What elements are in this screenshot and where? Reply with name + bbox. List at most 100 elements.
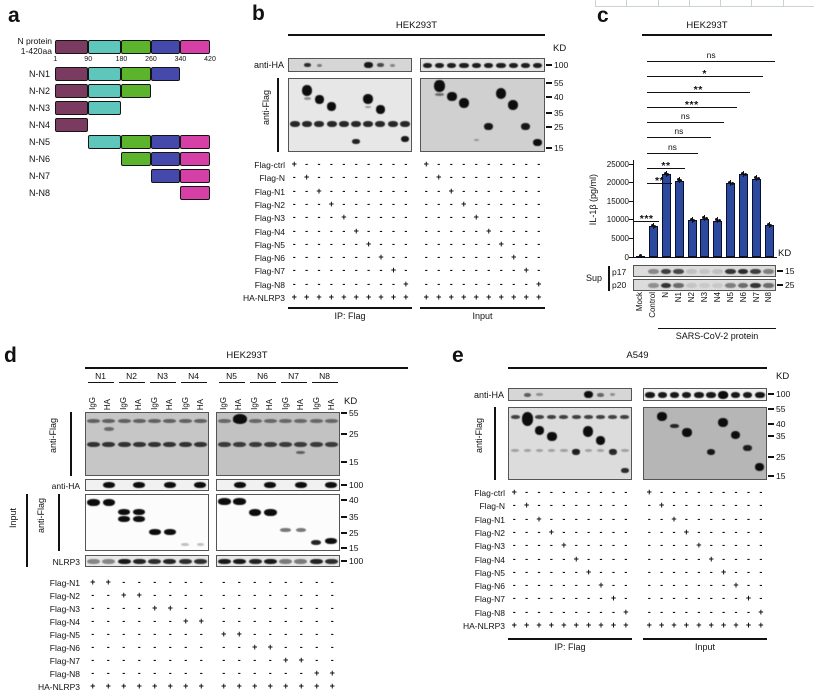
blot-band (694, 391, 704, 398)
sign-minus: - (525, 513, 529, 524)
blot-band (583, 425, 594, 437)
blot-d-nlrp3-right (216, 555, 340, 567)
sign-plus: + (658, 620, 665, 630)
x-tick-label: N3 (699, 292, 709, 303)
blot-band (699, 282, 710, 288)
construct-label: N-N7 (28, 171, 50, 181)
blot-band (459, 97, 469, 108)
sig-label: *** (639, 213, 654, 225)
sign-minus: - (284, 629, 288, 639)
blot-band (533, 62, 543, 68)
x-tick-label: N6 (738, 292, 748, 303)
blot-band (324, 441, 338, 447)
sign-minus: - (746, 566, 750, 577)
sign-minus: - (168, 668, 172, 678)
sign-minus: - (404, 238, 408, 249)
matrix-signs: - - - - - - - - + - (288, 265, 412, 277)
construct-label: N-N3 (28, 103, 50, 113)
ip-anti-flag-label-d: anti-Flag (48, 418, 58, 454)
kd-label: 35 (776, 431, 786, 441)
y-tick-label: 25000 (606, 159, 629, 169)
matrix-signs: - + - - - - - - - - (420, 172, 545, 184)
blot-b-input-anti-flag (420, 78, 545, 152)
sign-plus: + (298, 655, 304, 665)
blot-band (248, 441, 262, 447)
sign-minus: - (587, 513, 591, 524)
matrix-signs: - - + - - - - - - - (508, 514, 632, 526)
sign-minus: - (524, 212, 528, 223)
matrix-row-label: Flag-N7 (49, 656, 80, 666)
sign-minus: - (537, 225, 541, 236)
blot-band (295, 527, 307, 532)
sign-minus: - (437, 185, 441, 196)
matrix-row-label: Flag-N8 (254, 279, 285, 290)
blot-band (102, 482, 115, 488)
sign-minus: - (184, 590, 188, 600)
sign-minus: - (734, 566, 738, 577)
sign-minus: - (562, 553, 566, 564)
sign-minus: - (709, 540, 713, 551)
sign-minus: - (253, 629, 257, 639)
domain-segment (121, 84, 151, 98)
sign-plus: + (136, 590, 142, 600)
sign-minus: - (305, 252, 309, 263)
construct-label: N-N4 (28, 120, 50, 130)
matrix-row-label: Flag-N7 (254, 266, 285, 277)
sign-minus: - (329, 185, 333, 196)
matrix-signs: + - - - - - - - - - (508, 487, 632, 499)
lane-label-ha: HA (103, 398, 113, 410)
sign-minus: - (512, 185, 516, 196)
sign-plus: + (167, 603, 173, 613)
blot-band (181, 543, 189, 546)
sign-plus: + (473, 292, 479, 302)
sign-plus: + (252, 681, 258, 691)
sign-plus: + (341, 212, 347, 223)
sign-plus: + (486, 225, 492, 236)
sign-plus: + (548, 620, 555, 630)
blot-band (621, 449, 629, 453)
sign-minus: - (734, 513, 738, 524)
matrix-signs: - - + - - - - - - - (420, 186, 545, 198)
panel-b-label: b (252, 2, 265, 25)
sign-minus: - (315, 590, 319, 600)
sign-minus: - (379, 225, 383, 236)
input-underline-b (420, 307, 545, 309)
sign-minus: - (524, 185, 528, 196)
sign-minus: - (329, 238, 333, 249)
blot-band (647, 268, 659, 274)
matrix-signs: - - + - - - - - - - (288, 186, 412, 198)
sign-minus: - (222, 590, 226, 600)
sign-plus: + (390, 265, 397, 276)
blot-band (364, 62, 373, 68)
y-tick (629, 219, 633, 221)
sign-minus: - (599, 540, 603, 551)
group-header-underline (118, 382, 145, 384)
sign-minus: - (437, 238, 441, 249)
sign-minus: - (684, 553, 688, 564)
sign-minus: - (499, 265, 503, 276)
sign-minus: - (253, 655, 257, 665)
matrix-signs: - - + + - - - - (85, 590, 209, 602)
anti-ha-label-d: anti-HA (51, 481, 80, 491)
sign-minus: - (474, 172, 478, 183)
sign-minus: - (697, 513, 701, 524)
sign-minus: - (317, 252, 321, 263)
blot-band (559, 415, 569, 420)
blot-band (102, 419, 116, 424)
sign-minus: - (91, 616, 95, 626)
sign-plus: + (523, 620, 530, 630)
panel-d-title-line (85, 367, 408, 369)
sign-minus: - (697, 526, 701, 537)
sign-minus: - (587, 526, 591, 537)
kd-label: 55 (776, 404, 786, 414)
blot-band (194, 482, 207, 488)
matrix-signs: - - + + - - - - (216, 642, 340, 654)
blot-band (510, 415, 520, 420)
matrix-signs: - - - - - - - + - - (508, 580, 632, 592)
sign-minus: - (391, 159, 395, 169)
matrix-signs: - - - - - + - - - - (420, 226, 545, 238)
sign-minus: - (342, 225, 346, 236)
blot-band (375, 104, 386, 114)
sign-minus: - (611, 540, 615, 551)
blot-band (647, 282, 659, 288)
